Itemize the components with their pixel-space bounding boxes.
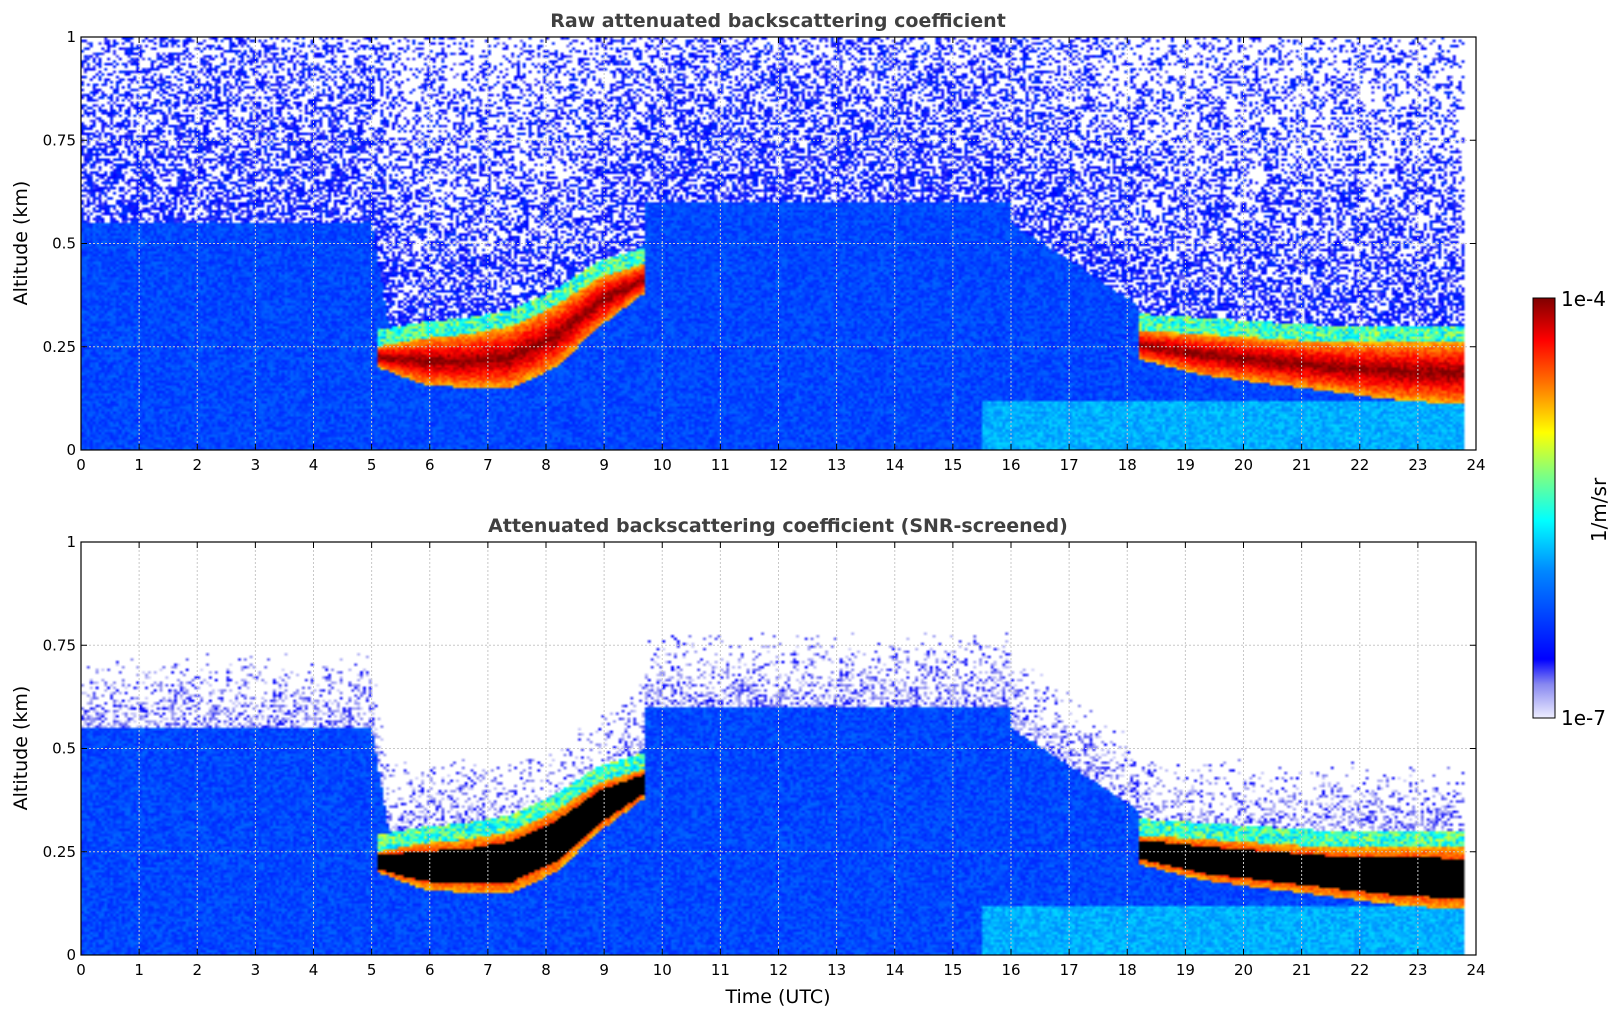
- x-tick-label: 9: [599, 456, 609, 474]
- colorbar-min-label: 1e-7: [1561, 706, 1606, 730]
- x-tick-label: 7: [483, 961, 493, 979]
- y-tick-label: 0.5: [52, 740, 76, 758]
- colorbar-max-label: 1e-4: [1561, 287, 1606, 311]
- x-tick-label: 22: [1350, 456, 1369, 474]
- x-tick-label: 16: [1001, 456, 1020, 474]
- x-tick-label: 15: [943, 456, 962, 474]
- panel-raw-grid: [81, 37, 1476, 450]
- x-tick-label: 7: [483, 456, 493, 474]
- panel-screened-grid: [81, 542, 1476, 955]
- x-tick-label: 18: [1118, 456, 1137, 474]
- x-tick-label: 0: [76, 456, 86, 474]
- panel-raw-x-ticks: 0 1 2 3 4 5 6 7 8 9 10 11 12 13 14 15 16 17 18 19 20 21 22 23 24: [76, 37, 1486, 474]
- y-tick-label: 0.25: [43, 338, 76, 356]
- x-tick-label: 3: [251, 456, 261, 474]
- panel-screened: Attenuated backscattering coefficient (S…: [10, 515, 1486, 1008]
- x-tick-label: 19: [1176, 961, 1195, 979]
- x-tick-label: 22: [1350, 961, 1369, 979]
- colorbar-gradient: [1532, 297, 1556, 719]
- x-tick-label: 23: [1408, 961, 1427, 979]
- x-tick-label: 24: [1466, 456, 1485, 474]
- colorbar: 1e-4 1e-7 1/m/sr: [1532, 287, 1611, 730]
- x-tick-label: 12: [769, 456, 788, 474]
- x-tick-label: 21: [1292, 456, 1311, 474]
- x-tick-label: 2: [192, 961, 202, 979]
- x-tick-label: 11: [711, 456, 730, 474]
- panel-raw-title: Raw attenuated backscattering coefficien…: [550, 10, 1006, 32]
- x-tick-label: 5: [367, 961, 377, 979]
- x-tick-label: 17: [1060, 456, 1079, 474]
- x-tick-label: 17: [1060, 961, 1079, 979]
- y-tick-label: 0.5: [52, 235, 76, 253]
- x-tick-label: 12: [769, 961, 788, 979]
- panel-raw-y-ticks: 0 0.25 0.5 0.75 1: [43, 28, 1476, 459]
- x-tick-label: 20: [1234, 456, 1253, 474]
- x-tick-label: 23: [1408, 456, 1427, 474]
- x-tick-label: 8: [541, 456, 551, 474]
- x-tick-label: 13: [827, 456, 846, 474]
- panel-screened-title: Attenuated backscattering coefficient (S…: [488, 515, 1068, 537]
- x-tick-label: 0: [76, 961, 86, 979]
- panel-screened-y-ticks: 0 0.25 0.5 0.75 1: [43, 533, 1476, 964]
- y-tick-label: 1: [66, 533, 76, 551]
- panel-screened-y-label: Altitude (km): [10, 686, 32, 811]
- y-tick-label: 0.75: [43, 636, 76, 654]
- x-tick-label: 11: [711, 961, 730, 979]
- panel-screened-x-label: Time (UTC): [724, 986, 830, 1008]
- x-tick-label: 13: [827, 961, 846, 979]
- x-tick-label: 10: [653, 961, 672, 979]
- x-tick-label: 14: [885, 456, 904, 474]
- x-tick-label: 24: [1466, 961, 1485, 979]
- y-tick-label: 0.75: [43, 131, 76, 149]
- x-tick-label: 3: [251, 961, 261, 979]
- x-tick-label: 6: [425, 961, 435, 979]
- panel-raw: Raw attenuated backscattering coefficien…: [10, 10, 1486, 474]
- colorbar-unit-label: 1/m/sr: [1587, 477, 1611, 542]
- x-tick-label: 5: [367, 456, 377, 474]
- x-tick-label: 4: [309, 961, 319, 979]
- x-tick-label: 15: [943, 961, 962, 979]
- y-tick-label: 0: [66, 946, 76, 964]
- panel-screened-x-ticks: 0 1 2 3 4 5 6 7 8 9 10 11 12 13 14 15 16 17 18 19 20 21 22 23 24: [76, 542, 1486, 979]
- x-tick-label: 19: [1176, 456, 1195, 474]
- x-tick-label: 1: [134, 961, 144, 979]
- x-tick-label: 4: [309, 456, 319, 474]
- y-tick-label: 0: [66, 441, 76, 459]
- x-tick-label: 20: [1234, 961, 1253, 979]
- x-tick-label: 1: [134, 456, 144, 474]
- x-tick-label: 14: [885, 961, 904, 979]
- x-tick-label: 16: [1001, 961, 1020, 979]
- y-tick-label: 1: [66, 28, 76, 46]
- x-tick-label: 18: [1118, 961, 1137, 979]
- x-tick-label: 10: [653, 456, 672, 474]
- x-tick-label: 2: [192, 456, 202, 474]
- y-tick-label: 0.25: [43, 843, 76, 861]
- x-tick-label: 21: [1292, 961, 1311, 979]
- x-tick-label: 9: [599, 961, 609, 979]
- x-tick-label: 8: [541, 961, 551, 979]
- x-tick-label: 6: [425, 456, 435, 474]
- panel-raw-y-label: Altitude (km): [10, 181, 32, 306]
